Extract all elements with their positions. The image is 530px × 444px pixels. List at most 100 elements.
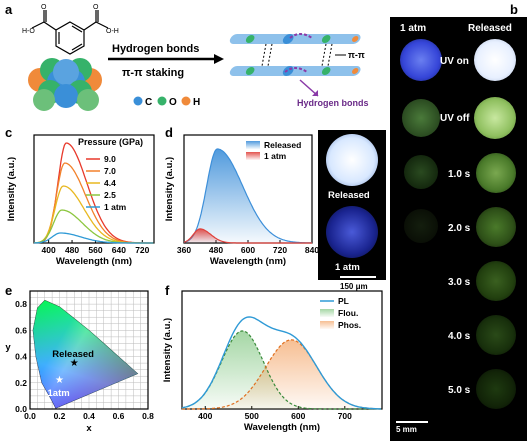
chart-e-point-label-1: 1atm xyxy=(48,388,70,399)
panel-label-e: e xyxy=(5,283,13,298)
row-label-3s: 3.0 s xyxy=(448,277,471,288)
mol-label-o1: O xyxy=(41,4,47,11)
chart-c-frame xyxy=(33,134,155,244)
inset-scale-bar xyxy=(340,276,376,278)
chart-c-xlabel: Wavelength (nm) xyxy=(56,256,132,267)
sample-released-4s xyxy=(476,315,516,355)
legend-dot-h xyxy=(181,96,191,106)
chart-f-legend-label-2: Phos. xyxy=(338,320,361,330)
sample-released-2s xyxy=(476,207,516,247)
mol-label-o2: O xyxy=(93,4,99,11)
chart-c-ylabel: Intensity (a.u.) xyxy=(6,157,17,221)
chart-c-legend-label-4: 1 atm xyxy=(104,202,127,212)
chart-d-ylabel: Intensity (a.u.) xyxy=(164,157,175,221)
inset-released-photo xyxy=(326,134,378,186)
panel-a-scheme: H-O O O O-H Hydrogen bonds π-π staking C… xyxy=(22,4,369,111)
chart-c-series-4 xyxy=(34,232,154,244)
chart-d-legend-label-1: 1 atm xyxy=(264,151,287,161)
chart-e: 0.0 0.2 0.4 0.6 0.80.00.20.40.60.8xy★Release… xyxy=(5,290,154,434)
chart-e-point-1: ★ xyxy=(55,375,64,386)
chart-f-series-pl xyxy=(181,316,382,410)
chart-f-xtick-label: 700 xyxy=(338,411,352,421)
arrow-top-label: Hydrogen bonds xyxy=(112,43,199,55)
chart-e-point-0: ★ xyxy=(70,358,79,369)
col-header-1atm: 1 atm xyxy=(400,23,427,34)
panel-label-c: c xyxy=(5,125,13,140)
chart-c-xtick-label: 560 xyxy=(88,245,102,255)
sample-released-uv-on xyxy=(474,39,516,81)
arrow-bottom-label: π-π staking xyxy=(122,67,184,79)
chart-d-xtick-label: 480 xyxy=(209,245,223,255)
sample-1atm-uv-on xyxy=(400,39,442,81)
panel-label-d: d xyxy=(165,125,173,140)
panel-b-photo-grid: 1 atm Released UV on UV off 1.0 s 2.0 s … xyxy=(390,17,527,441)
chart-e-xtick-label: 0.2 xyxy=(54,411,66,421)
legend-label-c: C xyxy=(145,97,152,108)
chart-c-xtick-label: 720 xyxy=(135,245,149,255)
chart-f: 400 500 600 700 Wavelength (nm) Intensity (a.… xyxy=(162,290,383,433)
chart-d-xtick-label: 360 xyxy=(177,245,191,255)
mol-label-oh: O-H xyxy=(106,28,119,35)
row-label-5s: 5.0 s xyxy=(448,385,471,396)
chart-f-area-phos xyxy=(182,339,382,409)
chart-e-cie-gamut-overlay xyxy=(33,300,138,409)
legend-dot-o xyxy=(157,96,167,106)
legend-label-h: H xyxy=(193,97,200,108)
chart-e-ytick-label: 0.0 xyxy=(15,404,27,414)
chart-d-series-0 xyxy=(183,148,312,244)
row-label-4s: 4.0 s xyxy=(448,331,471,342)
chart-f-legend-swatch-2 xyxy=(320,321,334,329)
sample-released-5s xyxy=(476,369,516,409)
sample-released-3s xyxy=(476,261,516,301)
chart-f-legend-label-0: PL xyxy=(338,296,349,306)
sample-1atm-1s xyxy=(404,155,438,189)
chart-f-xtick-label: 600 xyxy=(291,411,305,421)
row-label-1s: 1.0 s xyxy=(448,169,471,180)
panel-d-inset: Released 1 atm xyxy=(318,130,386,280)
inset-1atm-photo xyxy=(326,206,378,258)
chart-e-ytick-label: 0.4 xyxy=(15,352,27,362)
chart-e-ytick-label: 0.8 xyxy=(15,299,27,309)
inset-label-1atm: 1 atm xyxy=(335,262,360,273)
inset-label-released: Released xyxy=(328,190,370,201)
row-label-2s: 2.0 s xyxy=(448,223,471,234)
panel-label-a: a xyxy=(5,2,13,17)
scale-bar-b xyxy=(396,421,428,423)
chart-d-series-1 xyxy=(183,228,312,244)
chart-e-ytick-label: 0.2 xyxy=(15,378,27,388)
chart-f-area-flou xyxy=(182,331,382,409)
panel-label-b: b xyxy=(510,2,518,17)
sample-released-uv-off xyxy=(474,97,516,139)
legend-dot-c xyxy=(133,96,143,106)
chart-d-xtick-label: 600 xyxy=(241,245,255,255)
chart-e-xtick-label: 0.6 xyxy=(113,411,125,421)
chart-d-legend-swatch-1 xyxy=(246,152,260,160)
chart-d-xlabel: Wavelength (nm) xyxy=(210,256,286,267)
chart-d-xtick-label: 720 xyxy=(273,245,287,255)
chart-d-xtick-label: 840 xyxy=(305,245,318,255)
chart-e-xtick-label: 0.4 xyxy=(83,411,95,421)
col-header-released: Released xyxy=(468,23,512,34)
chart-c-title: Pressure (GPa) xyxy=(78,137,143,147)
sample-released-1s xyxy=(476,153,516,193)
chart-d-legend-swatch-0 xyxy=(246,141,260,149)
stacked-layers xyxy=(229,33,361,76)
chart-e-xtick-label: 0.0 xyxy=(24,411,36,421)
isophthalic-acid-structure xyxy=(31,10,109,55)
chart-f-xlabel: Wavelength (nm) xyxy=(244,422,320,433)
chart-d-area-0 xyxy=(184,149,312,243)
chart-f-xtick-label: 500 xyxy=(245,411,259,421)
row-label-uv-off: UV off xyxy=(440,113,470,124)
chart-f-legend-swatch-1 xyxy=(320,309,334,317)
row-label-uv-on: UV on xyxy=(440,56,469,67)
chart-c-legend-label-3: 2.5 xyxy=(104,190,116,200)
chart-f-xtick-label: 400 xyxy=(198,411,212,421)
chart-d: 360 480 600 720 840 Wavelength (nm) Intensity … xyxy=(164,134,318,267)
sample-1atm-2s xyxy=(404,209,438,243)
chart-c-legend-label-1: 7.0 xyxy=(104,166,116,176)
chart-e-frame xyxy=(29,290,149,410)
legend-label-o: O xyxy=(169,97,177,108)
chart-c-xtick-label: 640 xyxy=(112,245,126,255)
panel-label-f: f xyxy=(165,283,170,298)
